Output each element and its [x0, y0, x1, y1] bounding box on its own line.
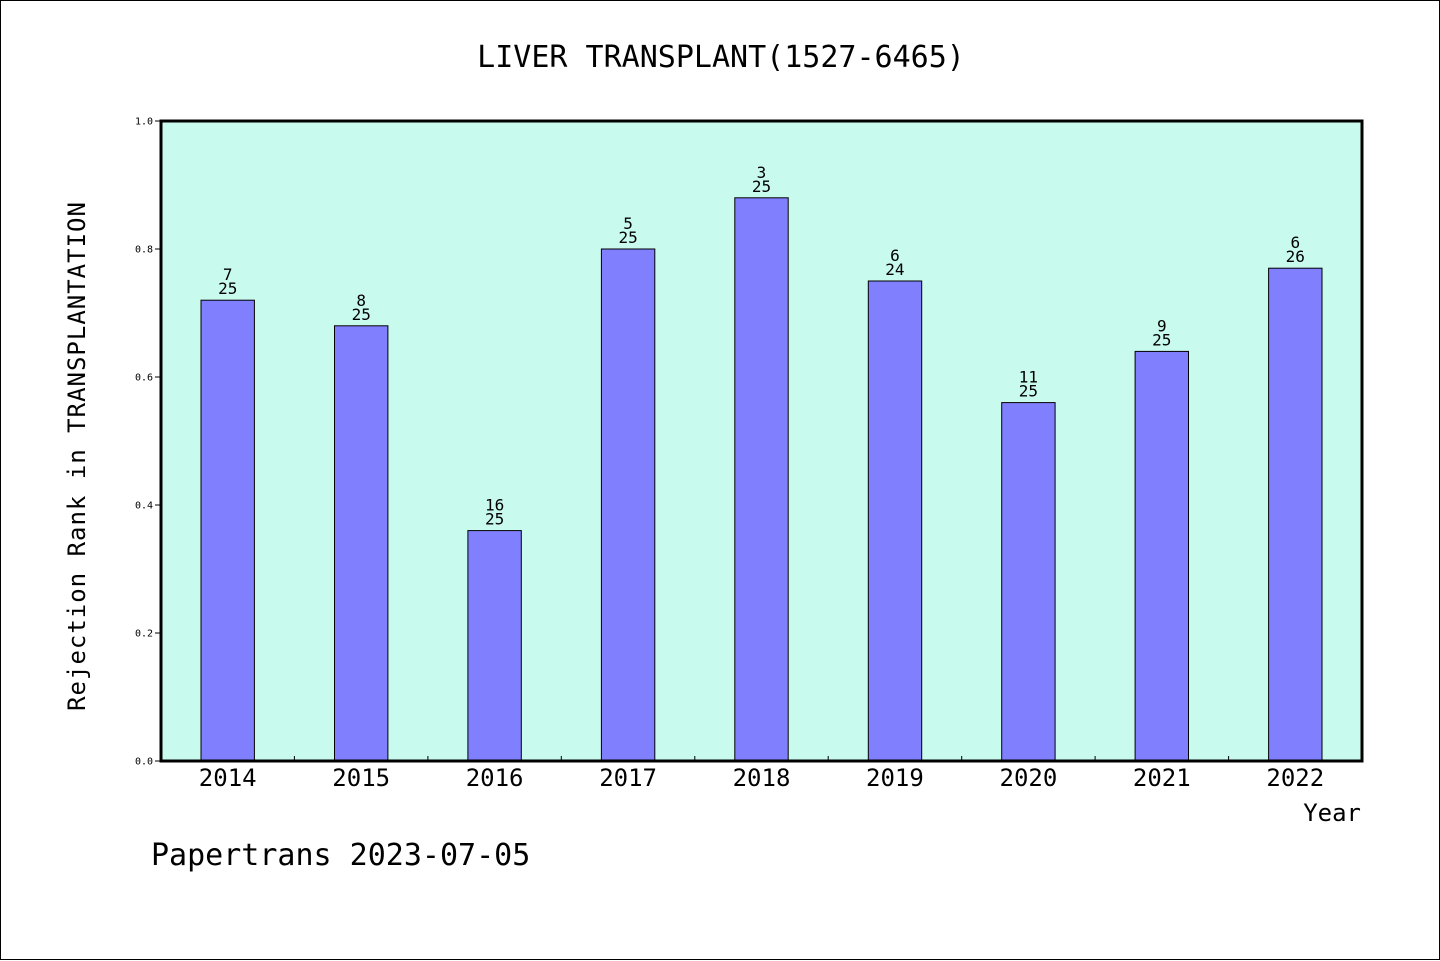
data-label-rank: 11	[1019, 368, 1038, 387]
bar-2021	[1134, 350, 1189, 762]
x-axis-ticks: 2014 2015 2016 2017 2018 2019 2020 2021 2022	[199, 756, 1324, 792]
data-label-total: 25	[752, 177, 771, 196]
x-tick-label: 2016	[466, 764, 524, 792]
y-axis-ticks: 0.0 0.2 0.4 0.6 0.8 1.0	[135, 117, 161, 768]
data-label-rank: 16	[485, 496, 504, 515]
x-tick-label: 2022	[1266, 764, 1324, 792]
data-label-rank: 3	[757, 163, 767, 182]
data-label-total: 25	[485, 510, 504, 529]
bar-2015	[334, 325, 389, 762]
x-tick-label: 2017	[599, 764, 657, 792]
data-label-total: 25	[218, 279, 237, 298]
y-tick-label: 0.6	[135, 373, 153, 384]
data-label-rank: 9	[1157, 316, 1167, 335]
data-label-total: 24	[885, 260, 904, 279]
y-tick-label: 0.8	[135, 245, 153, 256]
data-label-rank: 6	[890, 246, 900, 265]
data-label-total: 26	[1286, 247, 1305, 266]
bar-2016	[467, 530, 522, 762]
chart-title: LIVER TRANSPLANT(1527-6465)	[477, 40, 965, 75]
y-tick-label: 0.2	[135, 629, 153, 640]
x-tick-label: 2019	[866, 764, 924, 792]
y-tick-label: 1.0	[135, 117, 153, 128]
bar-2019	[867, 280, 923, 762]
data-label-rank: 7	[223, 265, 233, 284]
data-label-total: 25	[352, 305, 371, 324]
data-label-total: 25	[1152, 330, 1171, 349]
x-tick-label: 2021	[1133, 764, 1191, 792]
x-axis-label: Year	[1303, 799, 1361, 827]
bar-2018	[734, 197, 789, 762]
x-tick-label: 2014	[199, 764, 257, 792]
bar-2020	[1001, 402, 1056, 762]
x-tick-label: 2015	[332, 764, 390, 792]
data-label-rank: 5	[623, 214, 633, 233]
bar-2014	[200, 299, 255, 762]
data-label-rank: 8	[356, 291, 366, 310]
plot-border	[159, 119, 1364, 763]
data-label-total: 25	[1019, 382, 1038, 401]
data-label-total: 25	[618, 228, 637, 247]
y-tick-label: 0.0	[135, 757, 153, 768]
bars-group	[200, 197, 1323, 762]
x-tick-label: 2020	[1000, 764, 1058, 792]
y-tick-label: 0.4	[135, 501, 153, 512]
footer-text: Papertrans 2023-07-05	[151, 838, 530, 873]
bar-2017	[600, 248, 656, 762]
data-label-rank: 6	[1290, 233, 1300, 252]
bar-2022	[1268, 267, 1323, 762]
y-axis-label: Rejection Rank in TRANSPLANTATION	[63, 201, 91, 711]
x-tick-label: 2018	[733, 764, 791, 792]
